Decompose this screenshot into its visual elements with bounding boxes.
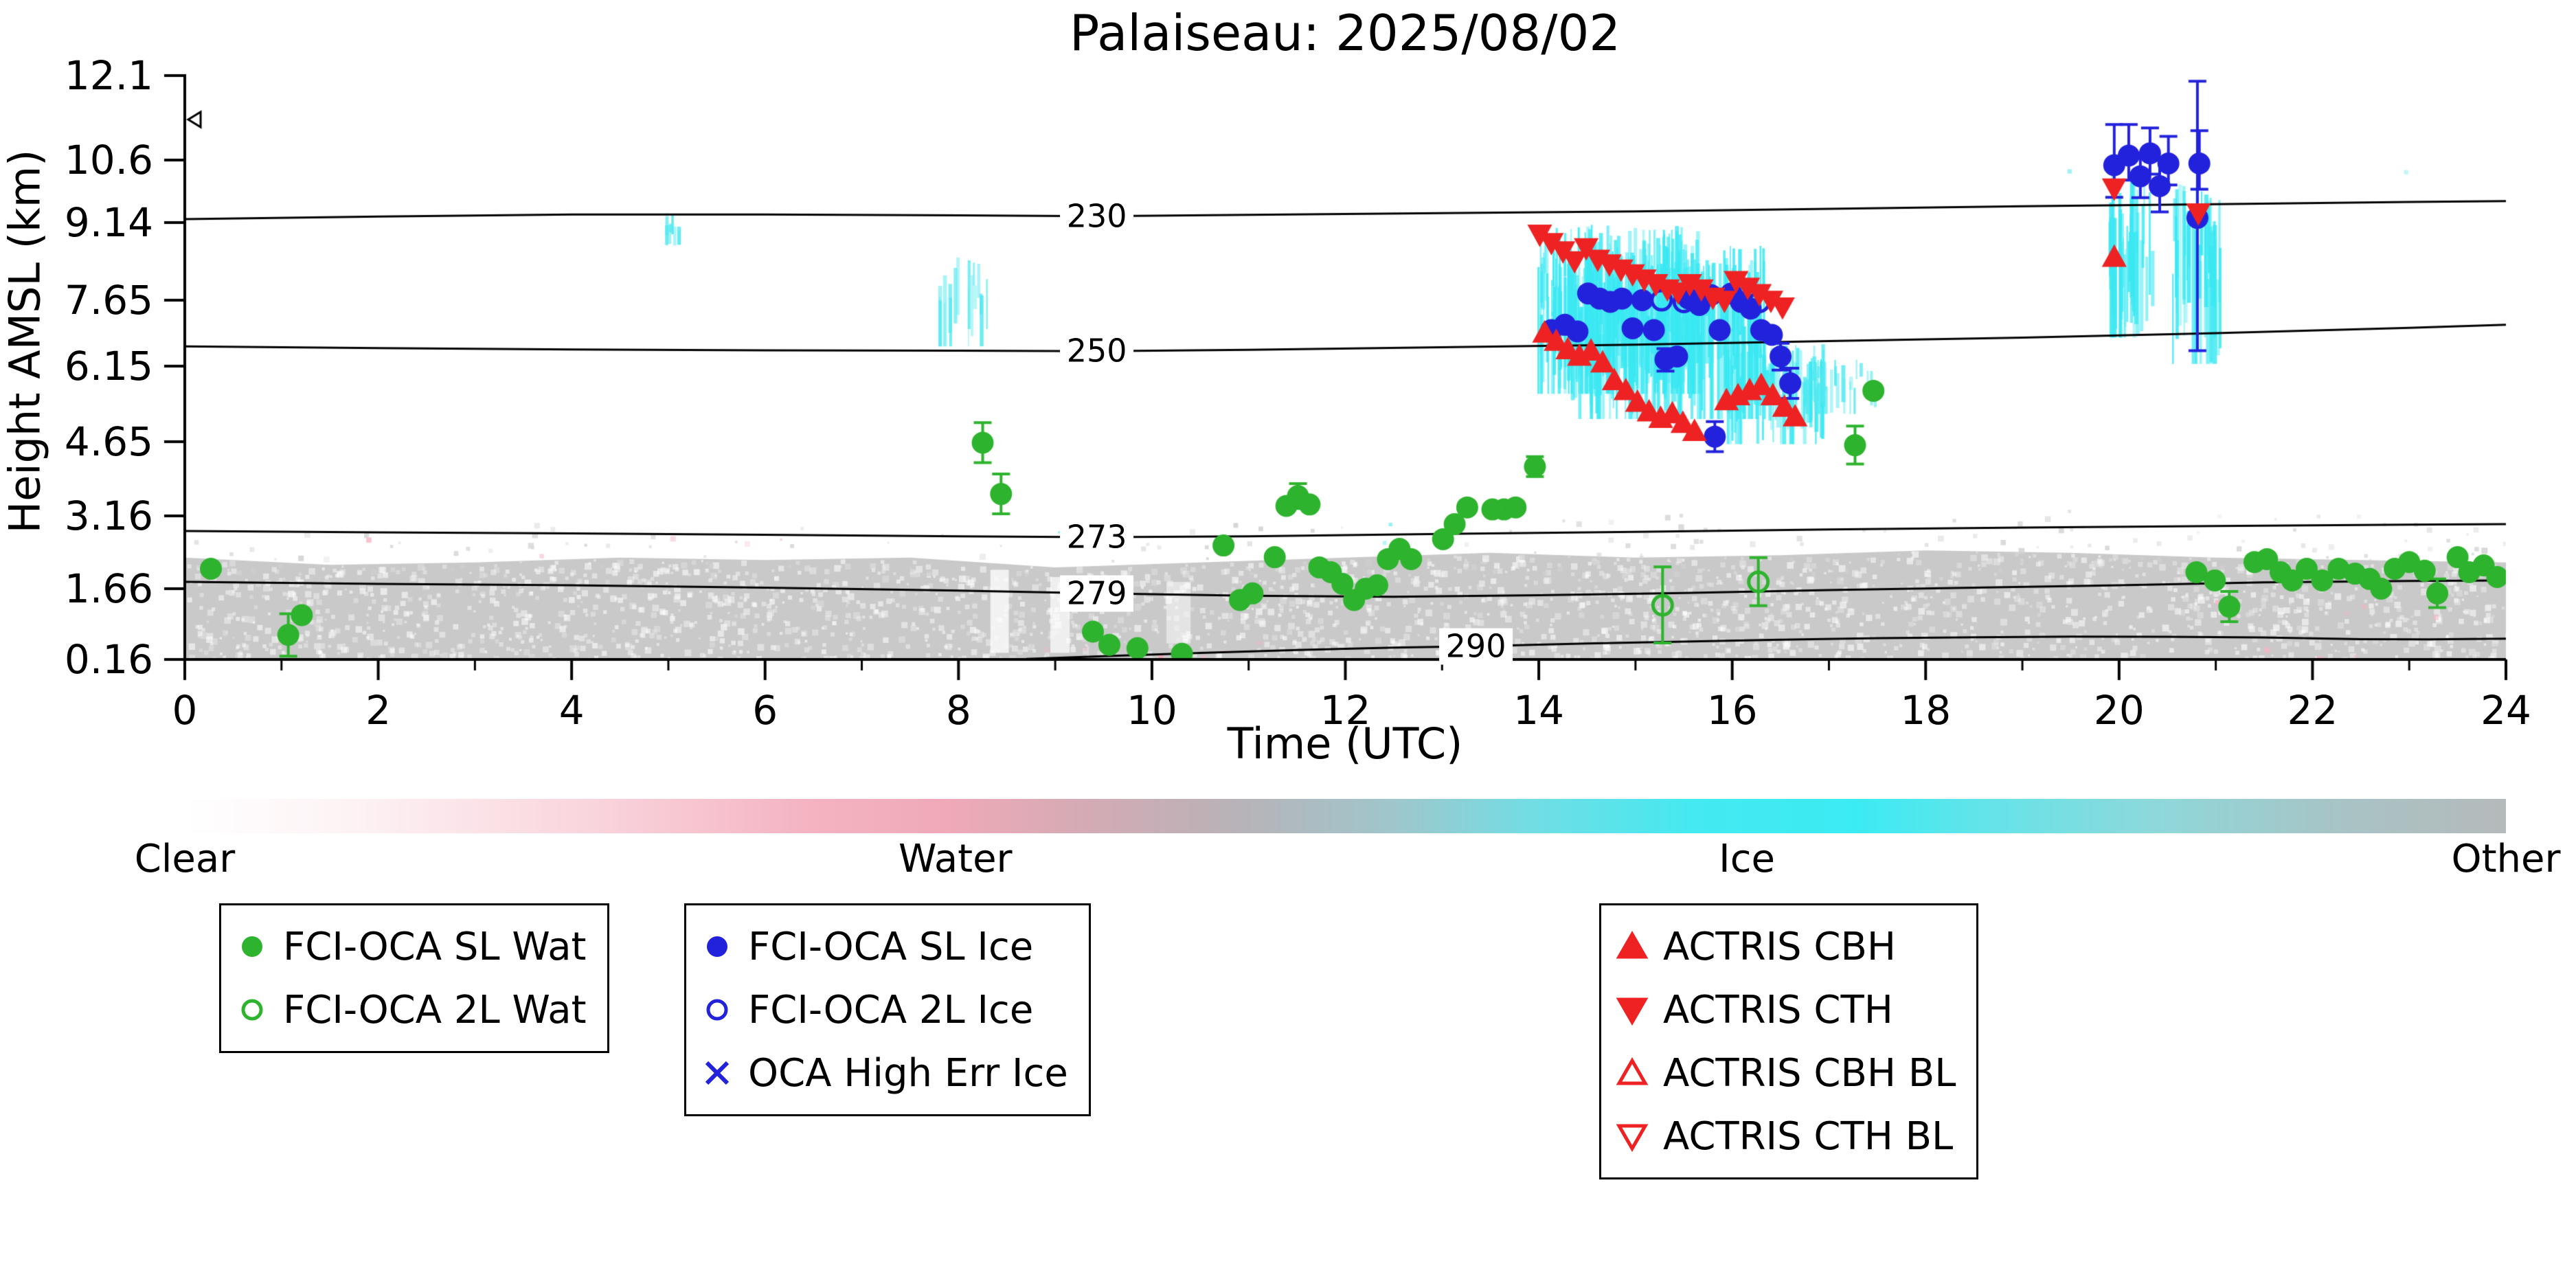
page-title: Palaiseau: 2025/08/02: [1069, 4, 1621, 62]
legend-label: ACTRIS CTH BL: [1663, 1114, 1954, 1159]
legend-box-2: ACTRIS CBH ACTRIS CTH ACTRIS CBH BL ACTRIS …: [1599, 903, 1979, 1179]
y-tick-label: 1.66: [64, 565, 153, 612]
contour-label: 230: [1059, 198, 1134, 235]
legend-entry: ACTRIS CBH BL: [1616, 1041, 1956, 1105]
x-tick-label: 8: [945, 687, 971, 734]
legend-label: FCI-OCA SL Ice: [748, 924, 1034, 969]
legend-label: ACTRIS CBH: [1663, 924, 1897, 969]
legend-label: ACTRIS CBH BL: [1663, 1050, 1956, 1096]
blue-filled-circle-icon: [707, 936, 727, 957]
legend-entry: FCI-OCA SL Wat: [236, 915, 587, 978]
legend-box-0: FCI-OCA SL Wat FCI-OCA 2L Wat: [219, 903, 609, 1053]
x-tick-label: 22: [2287, 687, 2338, 734]
y-tick-label: 6.15: [64, 343, 153, 389]
green-open-circle-icon: [241, 999, 263, 1021]
legend-label: OCA High Err Ice: [748, 1050, 1068, 1096]
colorbar-label-water: Water: [899, 837, 1013, 881]
red-filled-triangle-up-icon: [1616, 931, 1648, 959]
x-tick-label: 12: [1320, 687, 1371, 734]
legend-entry: FCI-OCA 2L Ice: [701, 978, 1068, 1041]
x-tick-label: 4: [558, 687, 585, 734]
legend-entry: ACTRIS CBH: [1616, 915, 1956, 978]
legend-label: FCI-OCA SL Wat: [283, 924, 587, 969]
y-tick-label: 0.16: [64, 636, 153, 683]
colorbar: [185, 799, 2506, 833]
y-tick-label: 7.65: [64, 277, 153, 324]
y-tick-label: 10.6: [64, 137, 153, 183]
y-axis-label: Height AMSL (km): [0, 149, 50, 534]
red-open-triangle-up-icon: [1616, 1057, 1648, 1085]
contour-label: 279: [1059, 575, 1134, 612]
colorbar-label-clear: Clear: [134, 837, 236, 881]
legend-box-1: FCI-OCA SL Ice FCI-OCA 2L Ice OCA High Err…: [684, 903, 1091, 1116]
legend-entry: FCI-OCA 2L Wat: [236, 978, 587, 1041]
colorbar-label-ice: Ice: [1719, 837, 1775, 881]
x-tick-label: 10: [1127, 687, 1177, 734]
legend-entry: FCI-OCA SL Ice: [701, 915, 1068, 978]
colorbar-label-other: Other: [2451, 837, 2561, 881]
legend-entry: OCA High Err Ice: [701, 1041, 1068, 1105]
x-tick-label: 24: [2481, 687, 2531, 734]
blue-open-circle-icon: [706, 999, 728, 1021]
red-open-triangle-down-icon: [1616, 1124, 1648, 1152]
y-tick-label: 4.65: [64, 418, 153, 465]
legend-entry: ACTRIS CTH BL: [1616, 1105, 1956, 1168]
y-tick-label: 12.1: [64, 52, 153, 99]
x-axis-label: Time (UTC): [1227, 719, 1463, 769]
legend-label: FCI-OCA 2L Ice: [748, 987, 1034, 1032]
y-tick-label: 3.16: [64, 493, 153, 539]
contour-label: 273: [1059, 519, 1134, 556]
x-tick-label: 14: [1513, 687, 1564, 734]
x-tick-label: 0: [172, 687, 198, 734]
x-tick-label: 6: [752, 687, 778, 734]
y-tick-label: 9.14: [64, 199, 153, 246]
legend-label: ACTRIS CTH: [1663, 987, 1893, 1032]
x-tick-label: 18: [1900, 687, 1952, 734]
x-tick-label: 16: [1706, 687, 1758, 734]
blue-x-icon: [705, 1061, 730, 1085]
legend-entry: ACTRIS CTH: [1616, 978, 1956, 1041]
contour-label: 290: [1438, 628, 1513, 665]
legend-label: FCI-OCA 2L Wat: [283, 987, 587, 1032]
contour-label: 250: [1059, 332, 1134, 370]
red-filled-triangle-down-icon: [1616, 997, 1648, 1026]
x-tick-label: 20: [2093, 687, 2145, 734]
x-tick-label: 2: [365, 687, 392, 734]
green-filled-circle-icon: [242, 936, 262, 957]
